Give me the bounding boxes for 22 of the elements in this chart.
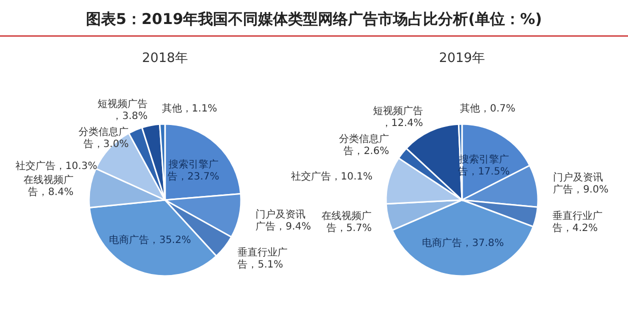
slice-label: 分类信息广告，2.6% xyxy=(339,132,390,157)
slice-label: 短视频广告 xyxy=(98,98,148,110)
slice-label: 短视频广告 xyxy=(373,104,424,117)
slice-label: 搜索引擎广告，23.7% xyxy=(167,158,220,182)
data-label: ，12.4% xyxy=(381,118,424,129)
chart-title: 图表5：2019年我国不同媒体类型网络广告市场占比分析(单位：%) xyxy=(86,10,542,28)
slice-label: 其他，0.7% xyxy=(460,102,516,114)
chart-subtitle: 2018年 xyxy=(142,51,188,66)
slice-label: 社交广告，10.1% xyxy=(290,170,373,183)
slice-label: 电商广告，37.8% xyxy=(422,236,504,249)
slice-label: 其他，1.1% xyxy=(162,102,218,114)
data-label: ，3.8% xyxy=(112,110,148,122)
slice-label: 垂直行业广告，4.2% xyxy=(552,210,602,234)
slice-label: 分类信息广告，3.0% xyxy=(78,126,129,150)
slice-label: 社交广告，10.3% xyxy=(15,160,98,172)
slice-label: 在线视频广告，5.7% xyxy=(322,210,372,234)
slice-label: 电商广告，35.2% xyxy=(109,234,191,246)
slice-label: 门户及资讯广告，9.4% xyxy=(256,208,312,233)
slice-label: 门户及资讯广告，9.0% xyxy=(553,172,608,196)
slice-label: 垂直行业广告，5.1% xyxy=(238,246,288,271)
chart-subtitle: 2019年 xyxy=(438,51,486,66)
slice-label: 在线视频广告，8.4% xyxy=(24,174,74,198)
